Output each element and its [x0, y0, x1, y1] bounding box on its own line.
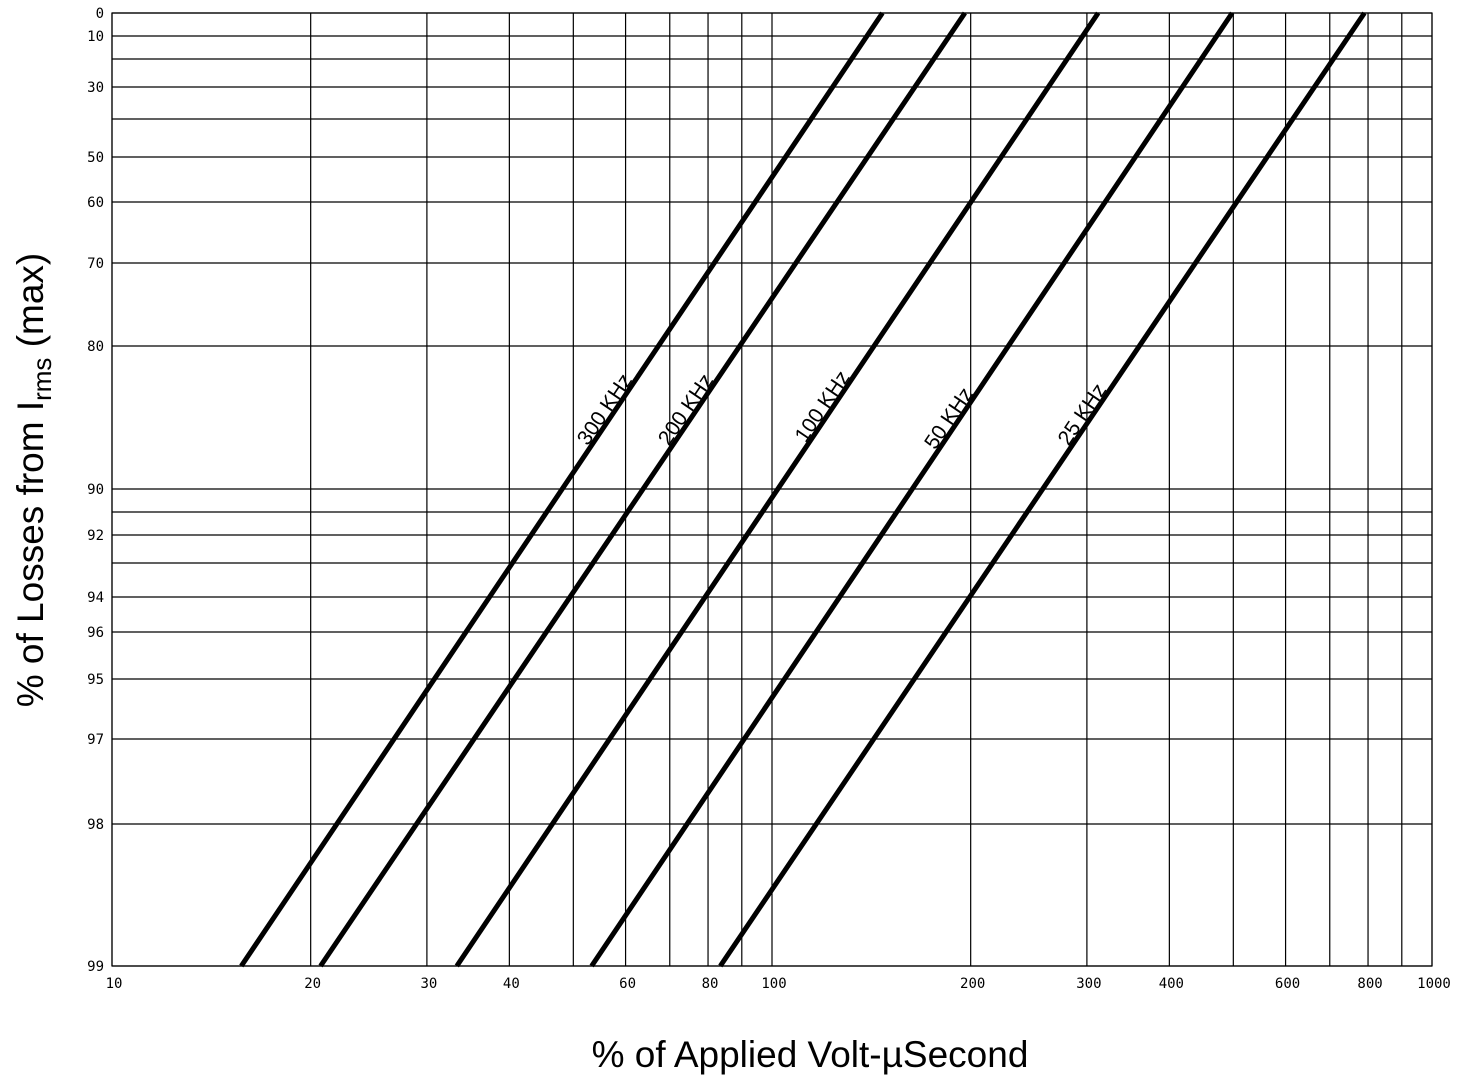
y-tick-label: 99 — [87, 959, 104, 975]
y-tick-label: 30 — [87, 80, 104, 96]
x-tick-label: 200 — [960, 976, 985, 992]
y-tick-label: 70 — [87, 256, 104, 272]
y-axis-title: % of Losses from Irms (max) — [10, 253, 57, 708]
series-labels: 300 KHz 200 KHz 100 KHz 50 KHz 25 KHz — [573, 367, 1111, 454]
y-axis-title-main: % of Losses from I — [10, 401, 51, 707]
x-tick-label: 80 — [702, 976, 719, 992]
x-tick-label: 400 — [1159, 976, 1184, 992]
y-tick-label: 94 — [87, 590, 104, 606]
y-tick-label: 98 — [87, 817, 104, 833]
series-lines — [239, 11, 1367, 968]
tick-labels: 10 20 30 40 60 80 100 200 300 400 600 800 1000 0 10 30 5… — [87, 6, 1451, 992]
series-label: 50 KHz — [920, 383, 978, 453]
y-tick-label: 90 — [87, 482, 104, 498]
grid — [111, 12, 1433, 967]
series-line — [239, 11, 885, 968]
series-line — [318, 11, 967, 968]
x-tick-label: 10 — [106, 976, 123, 992]
y-tick-label: 96 — [87, 625, 104, 641]
y-tick-label: 0 — [96, 6, 104, 22]
x-tick-label: 20 — [304, 976, 321, 992]
y-axis-title-suffix: (max) — [10, 253, 51, 358]
y-tick-label: 92 — [87, 528, 104, 544]
series-line — [718, 11, 1367, 968]
y-tick-label: 60 — [87, 195, 104, 211]
x-tick-label: 30 — [420, 976, 437, 992]
series-label: 300 KHz — [573, 370, 637, 450]
x-tick-label: 300 — [1076, 976, 1101, 992]
x-tick-label: 800 — [1357, 976, 1382, 992]
x-axis-title: % of Applied Volt-µSecond — [592, 1034, 1029, 1075]
y-axis-title-subscript: rms — [27, 358, 57, 401]
y-tick-label: 10 — [87, 29, 104, 45]
x-tick-label: 1000 — [1417, 976, 1451, 992]
series-line — [454, 11, 1101, 968]
series-label: 25 KHz — [1054, 379, 1112, 449]
y-tick-label: 50 — [87, 150, 104, 166]
x-tick-label: 40 — [503, 976, 520, 992]
y-tick-label: 95 — [87, 672, 104, 688]
x-tick-label: 60 — [619, 976, 636, 992]
y-tick-label: 97 — [87, 732, 104, 748]
x-tick-label: 100 — [761, 976, 786, 992]
series-label: 100 KHz — [791, 367, 855, 447]
y-tick-label: 80 — [87, 339, 104, 355]
x-tick-label: 600 — [1275, 976, 1300, 992]
series-line — [589, 11, 1235, 968]
